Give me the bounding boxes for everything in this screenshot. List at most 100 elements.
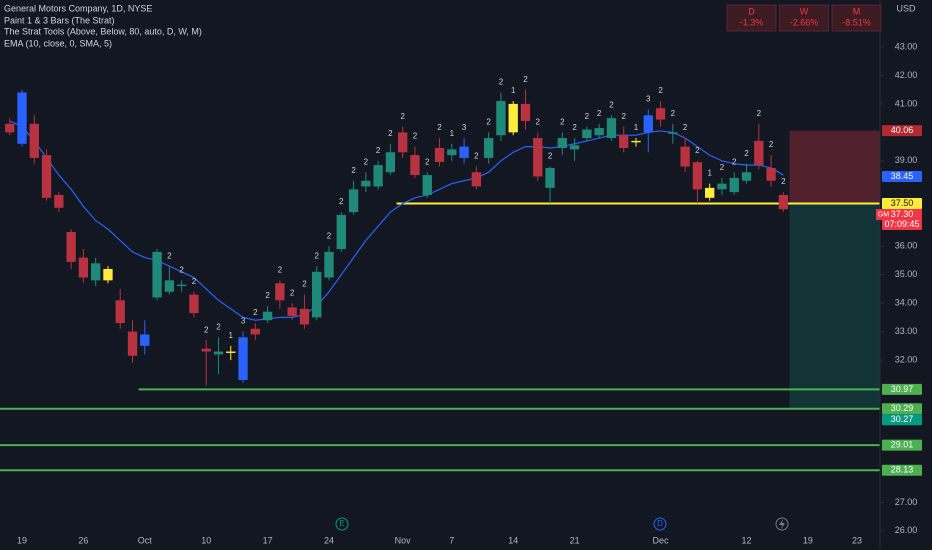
candle-body [189, 294, 199, 314]
candle-body [299, 308, 310, 325]
strat-label: 2 [523, 75, 528, 84]
price-tag-bg [882, 209, 922, 231]
change-box-bg [726, 4, 777, 32]
event-icon [775, 517, 789, 531]
candle-body [152, 251, 162, 298]
event-split[interactable] [775, 517, 789, 531]
price-tag-bg [882, 125, 922, 137]
price-tag: 38.45 [882, 171, 922, 182]
x-tick-label: Dec [653, 535, 670, 545]
candle-body [103, 268, 113, 281]
price-tag-label: 30.29 [891, 403, 914, 413]
position-profit [789, 203, 880, 409]
strat-label: 2 [744, 149, 749, 158]
candle-body [324, 251, 334, 278]
indicator-label: EMA (10, close, 0, SMA, 5) [4, 38, 112, 48]
strat-label: 2 [548, 152, 553, 161]
price-tag-bg [882, 383, 922, 395]
candle-body [17, 92, 27, 144]
x-tick-label: 14 [508, 535, 518, 545]
candle-body [606, 118, 617, 139]
strat-label: 1 [450, 129, 455, 138]
price-tag-label: 30.97 [891, 384, 914, 394]
strat-label: 2 [732, 157, 737, 166]
price-tag-label: 30.27 [891, 414, 914, 424]
candle-body [41, 155, 52, 198]
strat-label: 2 [536, 117, 541, 126]
y-tick-label: 33.00 [895, 326, 918, 336]
price-tag: 29.01 [882, 440, 922, 451]
event-earnings[interactable]: E [335, 517, 349, 531]
strat-label: 2 [720, 163, 725, 172]
candle-body [312, 271, 322, 318]
strat-label: 2 [265, 291, 270, 300]
price-tag-label: 37.50 [891, 198, 914, 208]
candle-body [287, 307, 297, 316]
candle-body [176, 284, 187, 287]
price-tag: 30.97 [882, 384, 922, 395]
strat-label: 2 [204, 325, 209, 334]
candle-body [91, 263, 101, 281]
strat-label: 2 [314, 251, 319, 260]
candle-body [619, 135, 629, 149]
candle-body [729, 177, 739, 193]
strat-label: 2 [695, 146, 700, 155]
x-tick-label: 19 [17, 535, 27, 545]
candle-body [127, 331, 138, 356]
candle-body [434, 148, 445, 162]
candle-body [336, 214, 346, 250]
strat-label: 2 [327, 231, 332, 240]
strat-label: 2 [597, 109, 602, 118]
y-tick-label: 34.00 [895, 298, 918, 308]
strat-label: 2 [302, 280, 307, 289]
candle-body [692, 162, 703, 190]
strat-label: 2 [781, 177, 786, 186]
candle-body [385, 152, 396, 173]
candle-body [348, 189, 359, 213]
candle-body [680, 146, 690, 167]
price-tag-bg [882, 414, 922, 426]
price-tag: 40.06 [882, 125, 922, 137]
strat-label: 2 [437, 123, 442, 132]
event-dividend[interactable]: D [653, 517, 667, 531]
price-tag-bg [882, 170, 922, 182]
x-tick-label: Nov [395, 535, 412, 545]
candle-body [717, 183, 727, 190]
strat-label: 2 [658, 86, 663, 95]
change-box: D-1.3% [726, 4, 777, 32]
x-tick-label: 23 [852, 535, 862, 545]
price-tag-bg [882, 198, 922, 210]
strat-label: 3 [646, 95, 651, 104]
y-tick-label: 41.00 [895, 98, 918, 108]
candle-body [262, 311, 273, 321]
candle-body [569, 145, 580, 150]
strat-label: 2 [278, 265, 283, 274]
candle-body [508, 103, 518, 133]
strat-label: 2 [290, 288, 295, 297]
x-tick-label: 21 [570, 535, 580, 545]
candle-body [471, 172, 482, 187]
strat-label: 2 [560, 117, 565, 126]
strat-label: 2 [376, 146, 381, 155]
candle-body [54, 194, 64, 208]
y-tick-label: 42.00 [895, 70, 918, 80]
strat-label: 2 [609, 100, 614, 109]
y-tick-label: 27.00 [895, 497, 918, 507]
change-period: D [748, 6, 755, 16]
candle-body [766, 167, 776, 181]
candle-body [78, 257, 89, 278]
strat-label: 1 [634, 123, 639, 132]
price-tag: 30.29 [882, 403, 922, 415]
candle-body [66, 231, 76, 262]
change-box-bg [831, 4, 882, 32]
candle-body [705, 187, 715, 198]
price-tag: 37.50 [882, 198, 922, 210]
y-tick-label: 36.00 [895, 241, 918, 251]
x-tick-label: 24 [324, 535, 334, 545]
price-tag: 30.27 [882, 414, 922, 426]
candle-body [754, 140, 764, 166]
strat-label: 2 [400, 112, 405, 121]
strat-label: 2 [474, 152, 479, 161]
candle-body [373, 165, 383, 187]
